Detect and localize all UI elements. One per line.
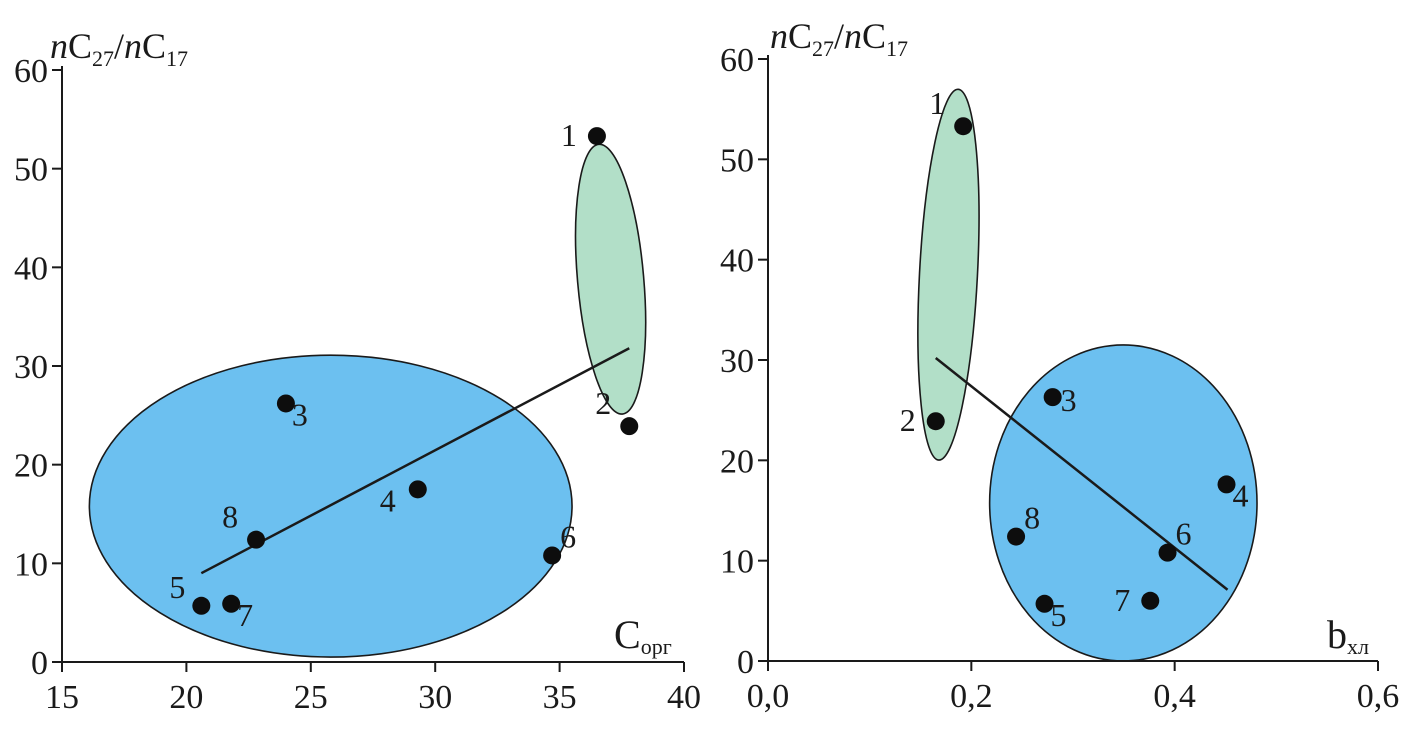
x-tick-label: 0,4 — [1153, 678, 1196, 715]
data-point — [1007, 527, 1026, 546]
data-point-label: 8 — [222, 499, 238, 535]
data-point-label: 2 — [595, 385, 611, 421]
data-point-label: 4 — [1233, 477, 1249, 513]
data-point — [954, 117, 973, 136]
x-axis-label: Cорг — [614, 612, 672, 659]
data-point — [926, 412, 945, 431]
x-tick-label: 20 — [169, 679, 203, 716]
x-tick-label: 0,2 — [950, 678, 993, 715]
x-axis-label-subscript: орг — [641, 634, 672, 659]
data-point-label: 5 — [169, 569, 185, 605]
y-axis-label: nC27/nC17 — [50, 26, 188, 71]
y-tick-label: 10 — [720, 544, 754, 581]
data-point — [1035, 594, 1054, 613]
data-point — [620, 417, 639, 436]
x-axis-label: bхл — [1327, 612, 1369, 659]
data-point — [276, 394, 295, 413]
x-axis-label-main: C — [614, 612, 641, 657]
trend-line — [200, 347, 630, 575]
y-tick-label: 30 — [720, 343, 754, 380]
y-axis-label-subscript: 27 — [812, 36, 834, 61]
y-tick-label: 0 — [31, 645, 48, 682]
y-axis-label-subscript: 17 — [886, 36, 908, 61]
y-axis-label-subscript: 17 — [166, 46, 188, 71]
y-tick-label: 50 — [14, 152, 48, 189]
y-tick-label: 30 — [14, 349, 48, 386]
data-point-label: 7 — [1114, 582, 1130, 618]
y-tick-label: 20 — [720, 443, 754, 480]
data-point — [1043, 388, 1062, 407]
data-point-label: 3 — [1061, 382, 1077, 418]
data-point-label: 1 — [929, 85, 945, 121]
data-point-label: 1 — [561, 117, 577, 153]
data-point-label: 8 — [1024, 500, 1040, 536]
x-tick-label: 30 — [418, 679, 452, 716]
y-tick-label: 50 — [720, 142, 754, 179]
data-point — [587, 127, 606, 146]
data-point-label: 6 — [560, 518, 576, 554]
y-tick-label: 60 — [720, 42, 754, 79]
y-axis-label-subscript: 27 — [92, 46, 114, 71]
data-point — [1217, 475, 1236, 494]
trend-line — [934, 357, 1229, 591]
data-point-label: 7 — [237, 597, 253, 633]
data-point-label: 6 — [1176, 516, 1192, 552]
data-point — [247, 530, 266, 549]
x-tick-label: 25 — [294, 679, 328, 716]
y-axis-label: nC27/nC17 — [770, 16, 908, 61]
y-axis-label-c: C — [142, 26, 166, 66]
y-tick-label: 20 — [14, 448, 48, 485]
data-point — [1158, 543, 1177, 562]
data-point — [543, 546, 562, 565]
y-axis-label-italic-n: n — [770, 16, 788, 56]
y-tick-label: 0 — [737, 644, 754, 681]
y-axis-label-italic-n: n — [124, 26, 142, 66]
data-point — [1141, 591, 1160, 610]
y-tick-label: 60 — [14, 53, 48, 90]
y-axis-label-slash: / — [114, 26, 124, 66]
y-axis-label-slash: / — [834, 16, 844, 56]
y-axis-label-italic-n: n — [844, 16, 862, 56]
data-point-label: 5 — [1051, 597, 1067, 633]
data-point — [408, 480, 427, 499]
y-tick-label: 10 — [14, 546, 48, 583]
y-tick-label: 40 — [14, 250, 48, 287]
x-tick-label: 0,6 — [1357, 678, 1400, 715]
data-point-label: 3 — [292, 396, 308, 432]
data-point-label: 4 — [380, 482, 396, 518]
x-axis-label-main: b — [1327, 612, 1347, 657]
data-point — [222, 594, 241, 613]
group-region-ellipse — [917, 88, 980, 461]
data-point-label: 2 — [900, 402, 916, 438]
x-axis-label-subscript: хл — [1347, 634, 1369, 659]
x-tick-label: 0,0 — [747, 678, 790, 715]
y-tick-label: 40 — [720, 243, 754, 280]
y-axis-label-italic-n: n — [50, 26, 68, 66]
data-point — [192, 596, 211, 615]
y-axis-label-c: C — [68, 26, 92, 66]
x-tick-label: 40 — [667, 679, 701, 716]
y-axis-label-c: C — [788, 16, 812, 56]
x-tick-label: 15 — [45, 679, 79, 716]
x-tick-label: 35 — [543, 679, 577, 716]
y-axis-label-c: C — [862, 16, 886, 56]
